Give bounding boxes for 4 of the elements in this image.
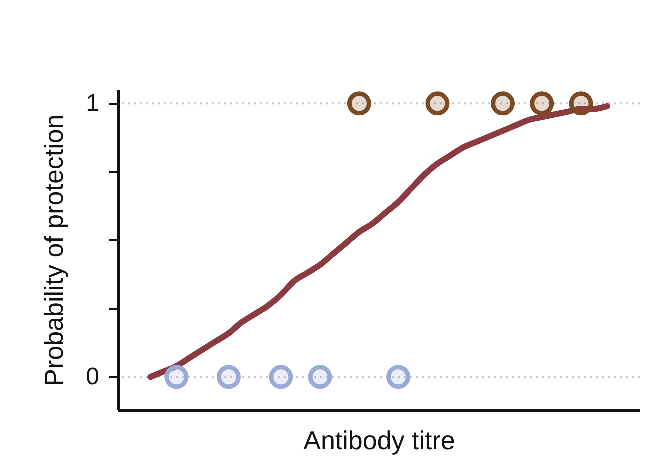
y-tick-label: 1: [86, 90, 100, 118]
y-axis-title: Probability of protection: [39, 114, 70, 386]
x-axis-title: Antibody titre: [304, 426, 456, 456]
y-tick-label: 0: [86, 364, 100, 391]
